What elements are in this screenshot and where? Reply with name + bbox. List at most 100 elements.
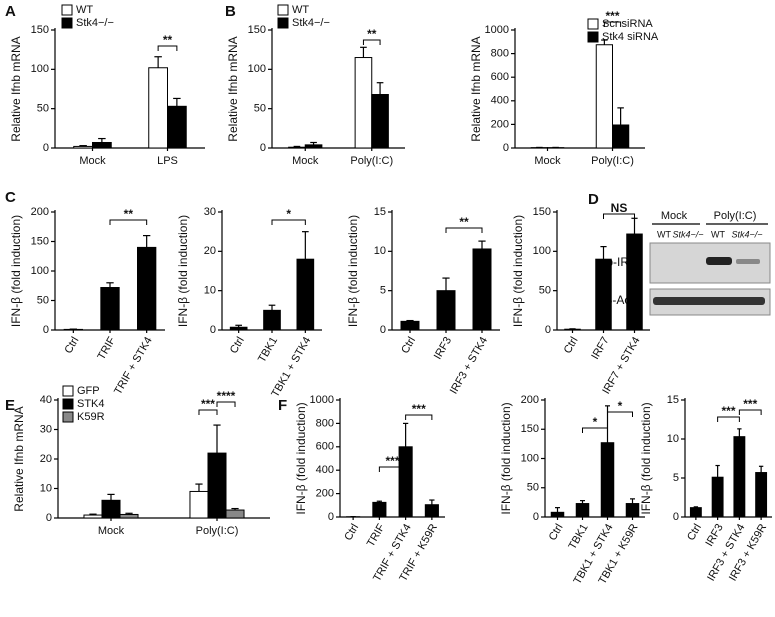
y-tick-label: 30: [204, 206, 216, 218]
x-tick-label: Mock: [292, 155, 319, 167]
y-tick-label: 0: [503, 142, 509, 154]
y-tick-label: 100: [533, 245, 551, 257]
legend-swatch: [61, 17, 73, 29]
y-tick-label: 0: [380, 324, 386, 336]
bar: [100, 287, 120, 331]
legend-label: Scr siRNA: [602, 18, 653, 30]
bar: [550, 511, 565, 518]
y-tick-label: 10: [40, 482, 52, 494]
y-tick-label: 20: [40, 453, 52, 465]
x-tick-label: IRF3: [432, 335, 454, 362]
y-axis-label: IFN-β (fold induction): [499, 402, 513, 514]
y-tick-label: 5: [673, 472, 679, 484]
significance-bracket: [738, 409, 762, 415]
bar: [595, 258, 612, 331]
y-tick-label: 200: [316, 488, 334, 500]
bar: [436, 290, 456, 331]
legend-swatch: [277, 17, 289, 29]
bar: [225, 509, 245, 519]
significance-bracket: [157, 45, 178, 51]
x-tick-label: TRIF: [95, 335, 118, 362]
y-tick-label: 40: [40, 394, 52, 406]
y-tick-label: 150: [31, 24, 49, 36]
y-tick-label: 10: [204, 285, 216, 297]
bar: [733, 436, 746, 518]
bar: [371, 94, 389, 149]
y-tick-label: 800: [316, 417, 334, 429]
legend-label: GFP: [77, 385, 100, 397]
x-tick-label: Ctrl: [228, 335, 247, 356]
y-tick-label: 30: [40, 423, 52, 435]
panel-letter: D: [588, 191, 599, 208]
x-tick-label: Ctrl: [342, 522, 361, 543]
lane-label: Stk4−/−: [731, 229, 762, 239]
y-tick-label: 100: [31, 265, 49, 277]
lane-label: Stk4−/−: [672, 229, 703, 239]
y-axis-label: Relative Ifnb mRNA: [226, 36, 240, 141]
panel-letter: B: [225, 3, 236, 20]
bar: [229, 326, 248, 331]
bar: [612, 124, 630, 149]
panel-letter: A: [5, 3, 16, 20]
y-tick-label: 200: [31, 206, 49, 218]
bar: [189, 490, 209, 519]
significance-label: ***: [201, 397, 215, 411]
significance-bracket: [271, 219, 306, 225]
bar: [755, 472, 768, 518]
significance-label: NS: [611, 201, 628, 215]
legend-swatch: [62, 411, 74, 423]
bar: [711, 476, 724, 518]
legend-label: Stk4−/−: [292, 17, 330, 29]
bar: [354, 57, 373, 149]
bar: [400, 320, 420, 331]
y-tick-label: 0: [46, 512, 52, 524]
panel-letter: F: [278, 397, 287, 414]
x-tick-label: Ctrl: [685, 522, 704, 543]
y-tick-label: 200: [521, 394, 539, 406]
significance-bracket: [603, 21, 622, 27]
bar: [600, 442, 615, 518]
legend-swatch: [62, 385, 74, 397]
significance-bracket: [109, 219, 148, 225]
x-tick-label: TBK1: [566, 522, 590, 552]
y-axis-label: Relative Ifnb mRNA: [469, 36, 483, 141]
significance-label: *: [618, 399, 623, 413]
legend-label: WT: [76, 4, 93, 16]
group-label: Mock: [661, 210, 688, 222]
bar: [424, 504, 439, 518]
x-tick-label: IRF3 + STK4: [448, 335, 490, 396]
significance-bracket: [405, 414, 433, 420]
x-tick-label: Mock: [79, 155, 106, 167]
y-axis-label: IFN-β (fold induction): [294, 402, 308, 514]
y-tick-label: 5: [380, 285, 386, 297]
y-tick-label: 800: [491, 48, 509, 60]
x-tick-label: TBK1: [256, 335, 280, 365]
x-tick-label: Mock: [98, 525, 125, 537]
y-tick-label: 0: [545, 324, 551, 336]
lane-label: WT: [657, 229, 671, 239]
x-tick-label: TRIF + STK4: [112, 335, 155, 397]
significance-label: **: [163, 33, 173, 47]
y-axis-label: Relative Ifnb mRNA: [12, 406, 26, 511]
bar: [207, 452, 227, 519]
y-tick-label: 0: [260, 142, 266, 154]
bar: [626, 233, 643, 331]
bar: [119, 513, 139, 519]
significance-label: ***: [385, 454, 399, 468]
legend-label: Stk4−/−: [76, 17, 114, 29]
significance-bracket: [216, 401, 236, 407]
significance-bracket: [582, 427, 608, 433]
group-label: Poly(I:C): [714, 210, 757, 222]
bar: [148, 67, 168, 149]
bar: [73, 145, 93, 149]
x-tick-label: TRIF: [365, 522, 388, 549]
band: [736, 259, 760, 264]
legend-swatch: [61, 4, 73, 16]
significance-label: **: [367, 27, 377, 41]
y-tick-label: 15: [667, 394, 679, 406]
significance-label: ***: [721, 404, 735, 418]
legend-label: K59R: [77, 411, 105, 423]
bar: [472, 248, 492, 331]
y-tick-label: 20: [204, 245, 216, 257]
